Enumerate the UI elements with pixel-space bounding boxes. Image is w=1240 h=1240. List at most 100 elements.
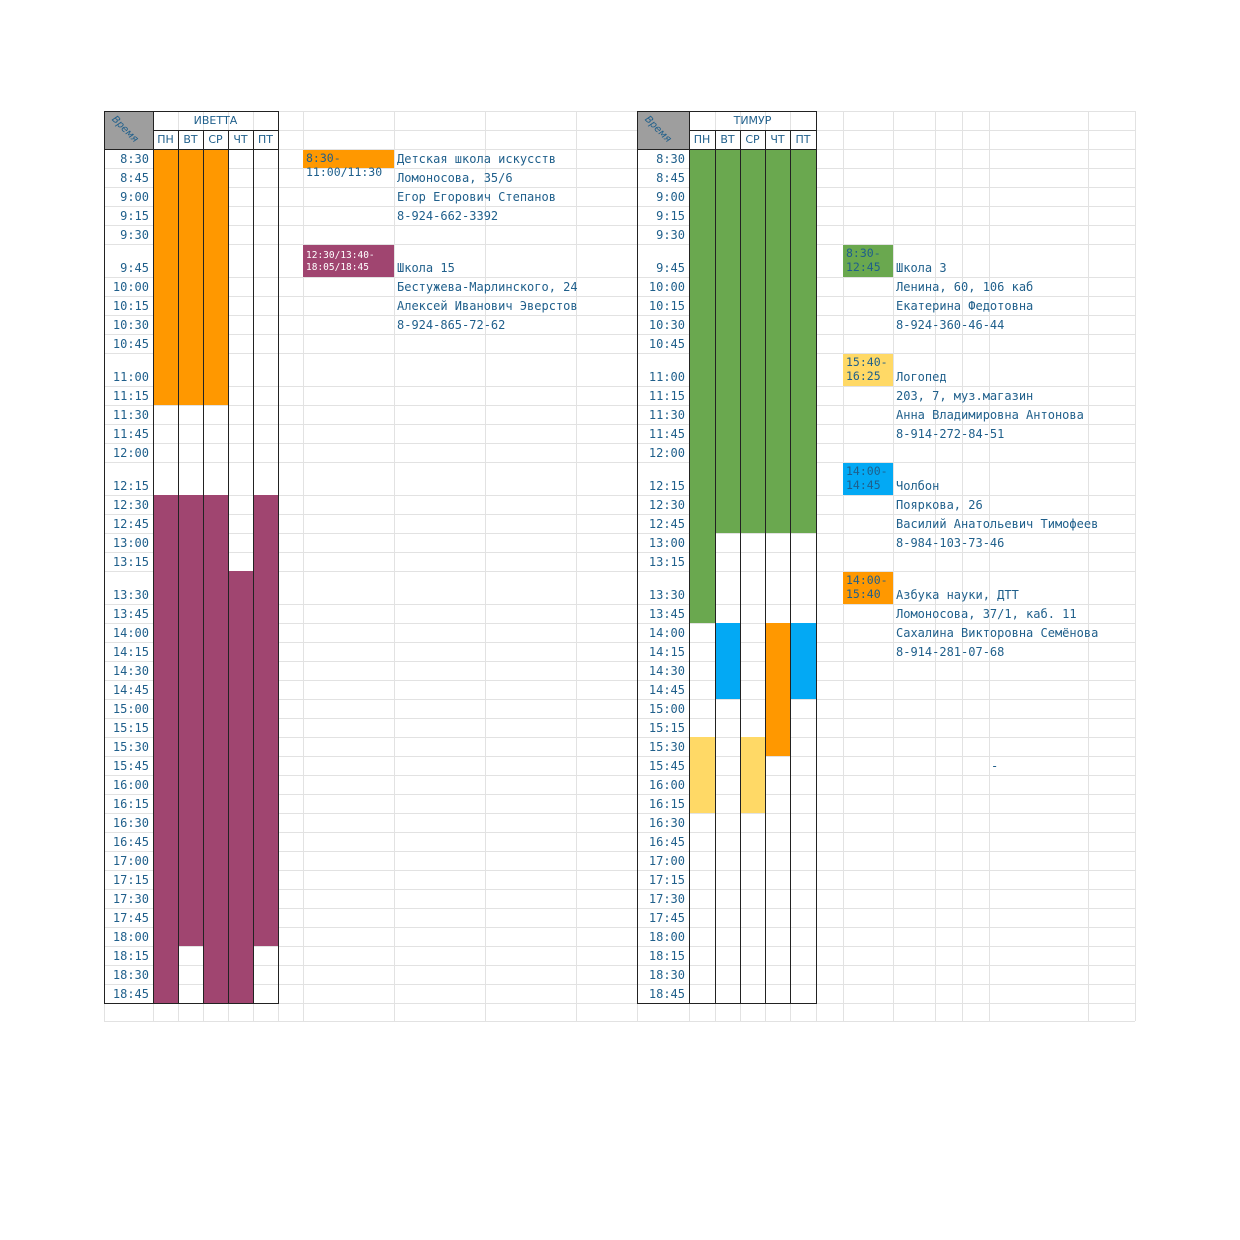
border-line: [228, 130, 229, 1004]
gridline-horizontal: [104, 775, 1135, 776]
gridline-vertical: [394, 111, 395, 1021]
border-line: [637, 1003, 816, 1004]
time-label: 16:00: [112, 778, 149, 792]
time-label: 10:30: [648, 318, 685, 332]
gridline-vertical: [962, 111, 963, 1021]
gridline-horizontal: [104, 965, 1135, 966]
time-label: 11:00: [648, 370, 685, 384]
gridline-horizontal: [104, 813, 1135, 814]
gridline-horizontal: [104, 552, 1135, 553]
right-info-line: Азбука науки, ДТТ: [896, 588, 1019, 602]
time-label: 12:30: [112, 498, 149, 512]
gridline-horizontal: [104, 514, 1135, 515]
time-header-cell: [104, 111, 153, 149]
time-label: 17:00: [648, 854, 685, 868]
time-label: 13:30: [112, 588, 149, 602]
gridline-horizontal: [104, 1003, 1135, 1004]
time-label: 10:30: [112, 318, 149, 332]
border-line: [765, 130, 766, 1004]
gridline-horizontal: [104, 642, 1135, 643]
time-label: 14:00: [112, 626, 149, 640]
time-label: 18:30: [112, 968, 149, 982]
left-info-line: Детская школа искусств: [397, 152, 556, 166]
time-label: 15:00: [112, 702, 149, 716]
schedule-block-plum: [153, 495, 178, 1003]
time-label: 13:45: [648, 607, 685, 621]
border-line: [278, 111, 279, 1004]
day-header-1: ВТ: [720, 133, 735, 146]
time-label: 14:45: [112, 683, 149, 697]
right-badge: 15:40- 16:25: [843, 354, 893, 386]
gridline-horizontal: [104, 908, 1135, 909]
schedule-block-yellow: [689, 737, 715, 813]
right-info-line: Логопед: [896, 370, 947, 384]
left-info-line: Бестужева-Марлинского, 24: [397, 280, 578, 294]
day-header-3: ЧТ: [770, 133, 785, 146]
gridline-horizontal: [104, 699, 1135, 700]
right-info-line: Сахалина Викторовна Семёнова: [896, 626, 1099, 640]
day-header-3: ЧТ: [233, 133, 248, 146]
border-line: [104, 111, 105, 1004]
gridline-horizontal: [104, 832, 1135, 833]
gridline-horizontal: [104, 661, 1135, 662]
time-label: 15:00: [648, 702, 685, 716]
time-label: 16:30: [112, 816, 149, 830]
gridline-horizontal: [104, 889, 1135, 890]
time-label: 8:30: [120, 152, 149, 166]
gridline-horizontal: [104, 495, 1135, 496]
border-line: [104, 149, 278, 150]
gridline-horizontal: [104, 168, 1135, 169]
time-label: 17:15: [112, 873, 149, 887]
time-label: 11:30: [112, 408, 149, 422]
gridline-horizontal: [104, 680, 1135, 681]
right-info-line: Чолбон: [896, 479, 940, 493]
gridline-horizontal: [104, 111, 1135, 112]
gridline-horizontal: [104, 718, 1135, 719]
left-info-line: 8-924-662-3392: [397, 209, 499, 223]
gridline-horizontal: [104, 443, 1135, 444]
time-label: 13:15: [648, 555, 685, 569]
time-label: 10:15: [648, 299, 685, 313]
time-label: 15:30: [648, 740, 685, 754]
border-line: [715, 130, 716, 1004]
gridline-horizontal: [104, 187, 1135, 188]
gridline-horizontal: [104, 130, 1135, 131]
time-label: 11:30: [648, 408, 685, 422]
gridline-horizontal: [104, 756, 1135, 757]
schedule-block-plum: [203, 495, 228, 1003]
schedule-block-green: [790, 149, 816, 533]
time-label: 13:30: [648, 588, 685, 602]
gridline-vertical: [935, 111, 936, 1021]
time-label: 15:15: [648, 721, 685, 735]
time-label: 14:15: [648, 645, 685, 659]
gridline-horizontal: [104, 405, 1135, 406]
schedule-block-green: [689, 149, 715, 623]
time-label: 9:30: [120, 228, 149, 242]
left-badge: 8:30- 11:00/11:30: [303, 150, 394, 179]
time-label: 15:45: [648, 759, 685, 773]
gridline-horizontal: [104, 424, 1135, 425]
left-info-line: Егор Егорович Степанов: [397, 190, 556, 204]
time-label: 15:45: [112, 759, 149, 773]
stray-dash-mark: -: [991, 759, 999, 773]
time-label: 11:15: [648, 389, 685, 403]
time-label: 18:00: [112, 930, 149, 944]
time-label: 16:15: [648, 797, 685, 811]
right-info-line: 203, 7, муз.магазин: [896, 389, 1034, 403]
border-line: [178, 130, 179, 1004]
right-info-line: 8-914-272-84-51: [896, 427, 1005, 441]
right-info-line: Ломоносова, 37/1, каб. 11: [896, 607, 1077, 621]
time-label: 17:30: [112, 892, 149, 906]
right-info-line: Школа 3: [896, 261, 947, 275]
time-label: 9:00: [656, 190, 685, 204]
border-line: [253, 130, 254, 1004]
time-label: 13:00: [648, 536, 685, 550]
time-label: 10:00: [112, 280, 149, 294]
gridline-horizontal: [104, 277, 1135, 278]
time-label: 9:30: [656, 228, 685, 242]
time-label: 9:45: [656, 261, 685, 275]
gridline-horizontal: [104, 462, 1135, 463]
schedule-block-blue: [715, 623, 740, 699]
time-label: 14:30: [648, 664, 685, 678]
right-badge: 8:30- 12:45: [843, 245, 893, 277]
